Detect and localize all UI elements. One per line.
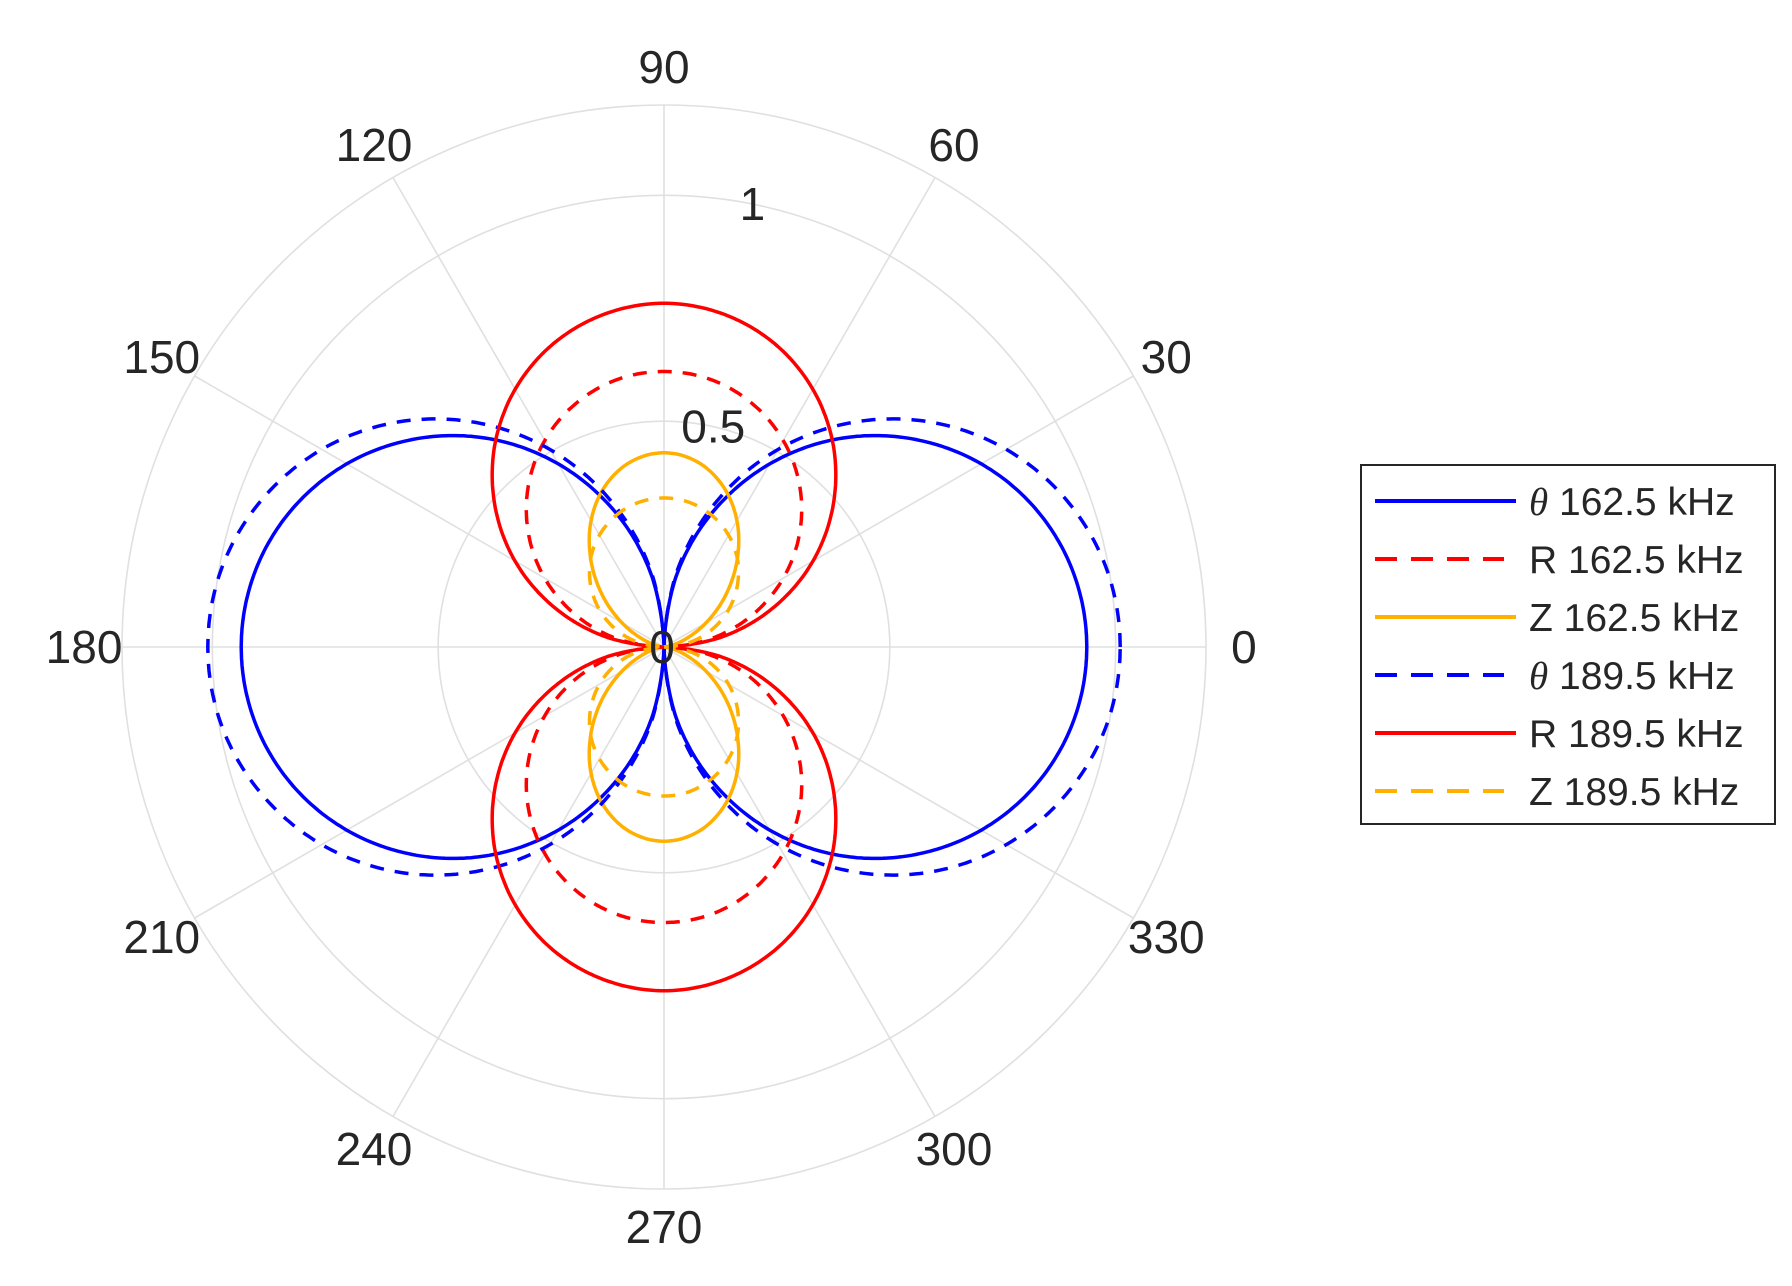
theta-tick-label: 150 bbox=[123, 331, 200, 383]
theta-tick-label: 210 bbox=[123, 911, 200, 963]
legend-entry-label: Z 189.5 kHz bbox=[1529, 771, 1739, 814]
theta-tick-label: 90 bbox=[638, 41, 689, 93]
series-line-5 bbox=[587, 496, 741, 798]
theta-tick-label: 180 bbox=[46, 621, 123, 673]
series-curves bbox=[206, 301, 1122, 993]
theta-tick-label: 60 bbox=[928, 119, 979, 171]
r-tick-label: 1 bbox=[740, 178, 766, 230]
legend-entry-label: R 162.5 kHz bbox=[1529, 539, 1744, 582]
legend-entry-label: Z 162.5 kHz bbox=[1529, 597, 1739, 640]
legend: θ 162.5 kHz R 162.5 kHz Z 162.5 kHz θ 189.5… bbox=[1360, 464, 1776, 825]
theta-tick-label: 330 bbox=[1128, 911, 1205, 963]
theta-tick-labels: 0 30 60 90 120 150 180 210 240 270 300 330 bbox=[46, 41, 1257, 1253]
theta-tick-label: 120 bbox=[336, 119, 413, 171]
theta-tick-label: 0 bbox=[1231, 621, 1257, 673]
series-line-0 bbox=[239, 433, 1089, 861]
theta-tick-label: 300 bbox=[916, 1123, 993, 1175]
legend-entry-label: θ 189.5 kHz bbox=[1529, 655, 1735, 698]
legend-entry-label: R 189.5 kHz bbox=[1529, 713, 1744, 756]
r-tick-labels: 00.51 bbox=[649, 178, 765, 673]
r-tick-label: 0.5 bbox=[681, 401, 745, 453]
legend-box bbox=[1360, 464, 1776, 825]
legend-entry-label: θ 162.5 kHz bbox=[1529, 481, 1735, 524]
theta-tick-label: 270 bbox=[626, 1201, 703, 1253]
theta-tick-label: 240 bbox=[336, 1123, 413, 1175]
theta-tick-label: 30 bbox=[1141, 331, 1192, 383]
series-line-3 bbox=[206, 417, 1122, 877]
r-tick-label: 0 bbox=[649, 621, 675, 673]
